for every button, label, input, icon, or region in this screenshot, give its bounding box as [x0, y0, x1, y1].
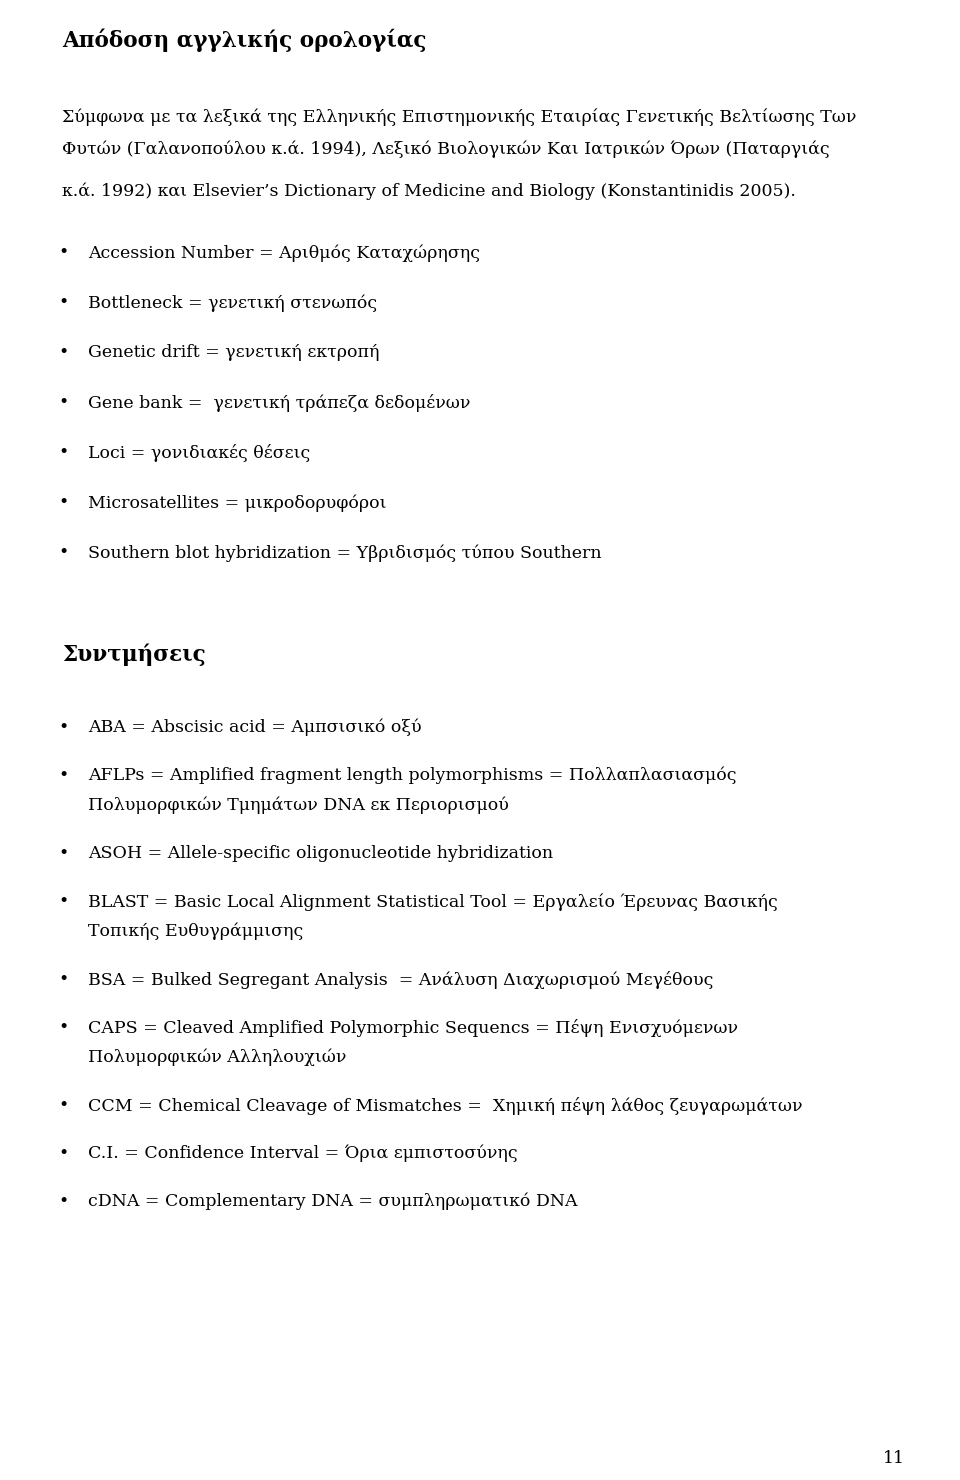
Text: •: •	[58, 971, 68, 989]
Text: •: •	[58, 1020, 68, 1036]
Text: 11: 11	[883, 1450, 905, 1467]
Text: Πολυμορφικών Τμημάτων DNA εκ Περιορισμού: Πολυμορφικών Τμημάτων DNA εκ Περιορισμού	[88, 798, 509, 814]
Text: Microsatellites = μικροδορυφόροι: Microsatellites = μικροδορυφόροι	[88, 494, 387, 512]
Text: CAPS = Cleaved Amplified Polymorphic Sequencs = Πέψη Ενισχυόμενων: CAPS = Cleaved Amplified Polymorphic Seq…	[88, 1020, 738, 1037]
Text: •: •	[58, 845, 68, 861]
Text: •: •	[58, 494, 68, 511]
Text: •: •	[58, 767, 68, 784]
Text: •: •	[58, 719, 68, 736]
Text: •: •	[58, 295, 68, 311]
Text: Πολυμορφικών Αλληλουχιών: Πολυμορφικών Αλληλουχιών	[88, 1049, 347, 1067]
Text: •: •	[58, 1146, 68, 1162]
Text: Τοπικής Ευθυγράμμισης: Τοπικής Ευθυγράμμισης	[88, 924, 303, 940]
Text: Southern blot hybridization = Υβριδισμός τύπου Southern: Southern blot hybridization = Υβριδισμός…	[88, 545, 602, 561]
Text: •: •	[58, 394, 68, 411]
Text: AFLPs = Amplified fragment length polymorphisms = Πολλαπλασιασμός: AFLPs = Amplified fragment length polymo…	[88, 767, 736, 784]
Text: •: •	[58, 1193, 68, 1211]
Text: cDNA = Complementary DNA = συμπληρωματικό DNA: cDNA = Complementary DNA = συμπληρωματικ…	[88, 1193, 578, 1211]
Text: ABA = Abscisic acid = Αμπσισικό οξύ: ABA = Abscisic acid = Αμπσισικό οξύ	[88, 719, 421, 737]
Text: Accession Number = Αριθμός Καταχώρησης: Accession Number = Αριθμός Καταχώρησης	[88, 244, 480, 262]
Text: ASOH = Allele-specific oligonucleotide hybridization: ASOH = Allele-specific oligonucleotide h…	[88, 845, 553, 861]
Text: •: •	[58, 343, 68, 361]
Text: Απόδοση αγγλικής ορολογίας: Απόδοση αγγλικής ορολογίας	[62, 28, 426, 52]
Text: Φυτών (Γαλανοπούλου κ.ά. 1994), Λεξικό Βιολογικών Και Ιατρικών Όρων (Παταργιάς: Φυτών (Γαλανοπούλου κ.ά. 1994), Λεξικό Β…	[62, 141, 829, 157]
Text: Σύμφωνα με τα λεξικά της Ελληνικής Επιστημονικής Εταιρίας Γενετικής Βελτίωσης Τω: Σύμφωνα με τα λεξικά της Ελληνικής Επιστ…	[62, 108, 856, 126]
Text: •: •	[58, 1097, 68, 1114]
Text: Bottleneck = γενετική στενωπός: Bottleneck = γενετική στενωπός	[88, 295, 377, 311]
Text: CCM = Chemical Cleavage of Mismatches =  Χημική πέψη λάθος ζευγαρωμάτων: CCM = Chemical Cleavage of Mismatches = …	[88, 1097, 803, 1114]
Text: Gene bank =  γενετική τράπεζα δεδομένων: Gene bank = γενετική τράπεζα δεδομένων	[88, 394, 470, 411]
Text: BLAST = Basic Local Alignment Statistical Tool = Εργαλείο Έρευνας Βασικής: BLAST = Basic Local Alignment Statistica…	[88, 892, 778, 910]
Text: •: •	[58, 244, 68, 260]
Text: BSA = Bulked Segregant Analysis  = Ανάλυση Διαχωρισμού Μεγέθους: BSA = Bulked Segregant Analysis = Ανάλυσ…	[88, 971, 713, 989]
Text: •: •	[58, 444, 68, 460]
Text: •: •	[58, 892, 68, 910]
Text: Genetic drift = γενετική εκτροπή: Genetic drift = γενετική εκτροπή	[88, 343, 379, 361]
Text: C.I. = Confidence Interval = Όρια εμπιστοσύνης: C.I. = Confidence Interval = Όρια εμπιστ…	[88, 1146, 517, 1162]
Text: κ.ά. 1992) και Elsevier’s Dictionary of Medicine and Biology (Konstantinidis 200: κ.ά. 1992) και Elsevier’s Dictionary of …	[62, 182, 796, 200]
Text: •: •	[58, 545, 68, 561]
Text: Loci = γονιδιακές θέσεις: Loci = γονιδιακές θέσεις	[88, 444, 310, 462]
Text: Συντμήσεις: Συντμήσεις	[62, 644, 205, 666]
